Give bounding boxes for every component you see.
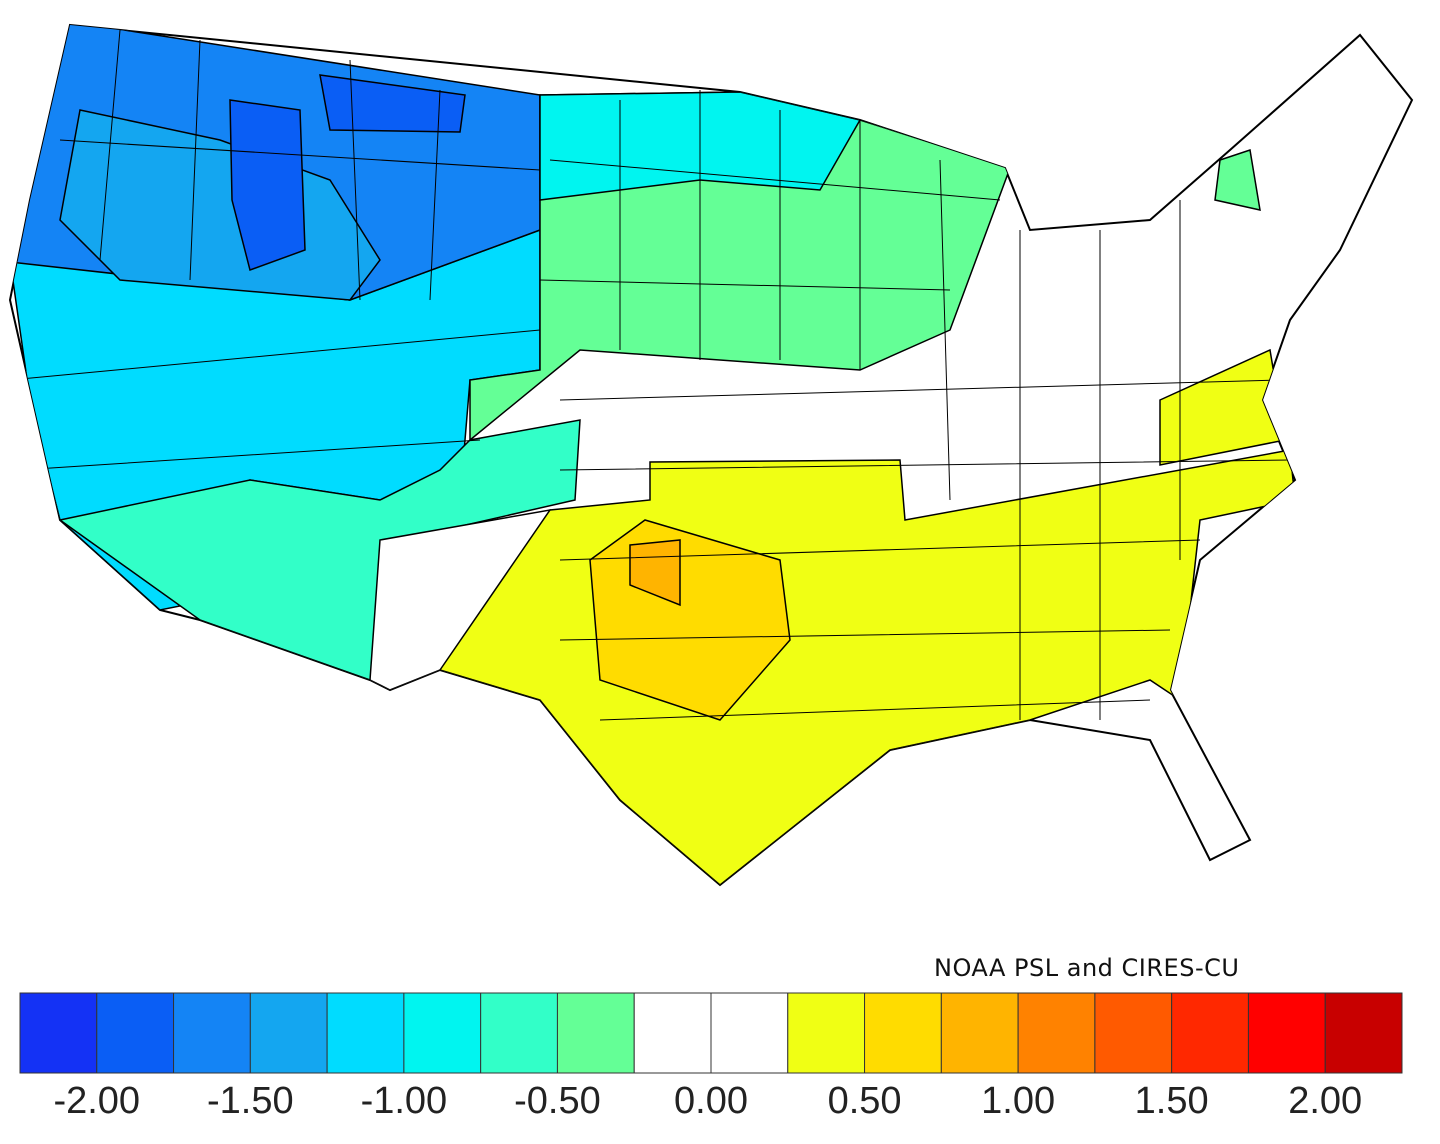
colorbar-cell [633, 992, 712, 1074]
colorbar-cell [1171, 992, 1249, 1074]
colorbar-cell [1324, 992, 1403, 1074]
credit-label: NOAA PSL and CIRES-CU [934, 954, 1240, 982]
colorbar-cell [710, 992, 789, 1074]
colorbar-cell [787, 992, 866, 1074]
colorbar-label: -1.50 [207, 1080, 294, 1122]
colorbar-label: 2.00 [1288, 1080, 1362, 1122]
colorbar-label: -1.00 [361, 1080, 448, 1122]
colorbar-cell [326, 992, 405, 1074]
division-lines [10, 29, 1291, 721]
colorbar-cell [940, 992, 1019, 1074]
colorbar-cell [173, 992, 251, 1074]
colorbar-label: 0.00 [674, 1080, 748, 1122]
colorbar-label: -2.00 [53, 1080, 140, 1122]
colorbar-label: 1.00 [981, 1080, 1055, 1122]
region-darkblue-montana [319, 74, 466, 133]
colorbar-cell [19, 992, 98, 1074]
colorbar-cell [1247, 992, 1326, 1074]
colorbar-label: 1.50 [1135, 1080, 1209, 1122]
region-yellow-south [438, 449, 1296, 885]
colorbar: -2.00 -1.50 -1.00 -0.50 0.00 0.50 1.00 1.50 2.00 [19, 992, 1403, 1122]
region-aqua-southwest [58, 419, 581, 681]
colorbar-cell [864, 992, 942, 1074]
colorbar-cell [556, 992, 635, 1074]
colorbar-label: -0.50 [514, 1080, 601, 1122]
us-climate-division-map [8, 23, 1414, 887]
region-darkblue-idaho [229, 99, 306, 271]
colorbar-label: 0.50 [828, 1080, 902, 1122]
colorbar-cell [403, 992, 482, 1074]
colorbar-cell [1094, 992, 1173, 1074]
colorbar-cell [1017, 992, 1096, 1074]
colorbar-cell [480, 992, 558, 1074]
region-green-vermont [1214, 149, 1261, 211]
colorbar-cell [249, 992, 328, 1074]
colorbar-cell [96, 992, 175, 1074]
